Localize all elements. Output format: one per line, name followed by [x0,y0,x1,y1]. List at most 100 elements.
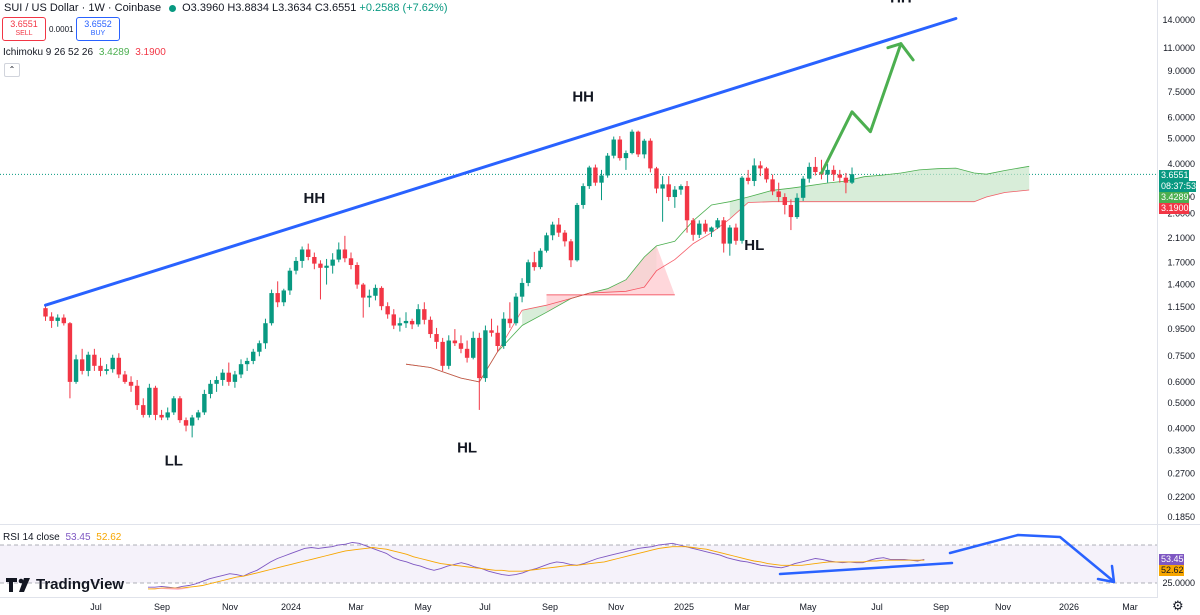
x-tick-label: 2026 [1059,602,1079,612]
x-tick-label: 2025 [674,602,694,612]
x-tick-label: Sep [542,602,558,612]
y-tick-label: 1.7000 [1167,257,1195,267]
chart-header: SUI / US Dollar · 1W · Coinbase O3.3960 … [0,0,448,16]
settings-gear-icon[interactable]: ⚙ [1172,598,1184,613]
tradingview-logo[interactable]: TradingView [6,576,124,593]
x-tick-label: Nov [222,602,239,612]
structure-label-ll: LL [165,452,183,469]
candle-body [654,168,659,189]
y-tick-label: 0.2700 [1167,469,1195,479]
candle-body [440,341,445,366]
candle-body [550,224,555,236]
projection-arrowhead [886,42,915,62]
candle-body [697,223,702,235]
candle-body [287,270,293,291]
candle-body [189,417,195,426]
candle-body [141,405,146,415]
x-tick-label: Sep [933,602,949,612]
candle-body [837,174,842,178]
ichimoku-value-b: 3.1900 [135,47,166,58]
candle-body [593,167,598,183]
sell-price: 3.6551 [10,19,38,29]
tradingview-logo-icon [6,577,30,592]
candle-body [361,284,366,298]
candle-body [587,167,592,187]
candle-body [165,412,170,418]
candle-body [556,224,561,233]
candle-body [104,369,109,371]
ichimoku-span-b [405,189,1030,383]
candle-body [391,314,396,326]
candle-body [580,186,586,205]
candle-body [49,316,54,321]
candle-body [232,374,238,382]
rsi-ma-tag: 52.62 [1159,565,1184,576]
structure-label-hh: HH [890,0,912,7]
candle-body [397,323,403,326]
candle-body [721,220,726,244]
y-tick-label: 9.0000 [1167,66,1195,76]
y-tick-label: 0.5000 [1167,398,1195,408]
x-tick-label: Jul [479,602,491,612]
buy-price: 3.6552 [84,19,112,29]
candle-body [501,318,506,347]
x-tick-label: May [799,602,817,612]
y-tick-label: 1.1500 [1167,302,1195,312]
candle-body [574,204,580,261]
spread-value: 0.0001 [49,25,74,34]
candle-body [727,227,733,244]
sell-button[interactable]: 3.6551 SELL [2,17,46,41]
trendline [44,16,958,307]
rsi-support-line [778,561,954,576]
candle-body [672,189,678,198]
candle-body [733,227,739,241]
candle-body [690,220,696,235]
candle-body [813,166,818,173]
candle-body [843,177,849,183]
rsi-legend[interactable]: RSI 14 close 53.45 52.62 [3,532,121,543]
candle-body [477,337,482,379]
x-tick-label: Jul [90,602,102,612]
y-tick-label: 2.1000 [1167,233,1195,243]
rsi-tag: 53.45 [1159,554,1184,565]
buy-label: BUY [90,30,106,37]
y-tick-label: 11.0000 [1163,43,1195,53]
structure-label-hl: HL [744,237,764,254]
x-tick-label: Nov [608,602,625,612]
candle-body [116,357,122,375]
candle-body [98,365,103,371]
candle-body [648,140,653,169]
buy-button[interactable]: 3.6552 BUY [76,17,120,41]
candle-body [825,169,830,175]
candle-body [562,232,568,242]
y-tick-label: 0.1850 [1167,512,1195,522]
x-tick-label: Sep [154,602,170,612]
candle-body [281,290,286,303]
ichimoku-cloud-bullish-2 [729,166,1030,219]
candle-body [428,319,433,335]
candle-body [709,227,714,232]
candle-body [684,186,690,221]
candle-body [67,323,73,382]
candle-body [214,379,219,384]
symbol-title[interactable]: SUI / US Dollar · 1W · Coinbase [4,2,162,14]
x-tick-label: May [414,602,432,612]
candle-body [471,337,476,358]
candle-body [519,282,525,297]
senkou-b-tag: 3.1900 [1159,203,1189,214]
candle-body [678,186,684,190]
candle-body [275,293,280,303]
candle-body [379,287,384,307]
y-tick-label: 1.4000 [1167,280,1195,290]
structure-label-hh: HH [304,190,326,207]
y-tick-label: 0.3300 [1167,446,1195,456]
collapse-legend-icon[interactable]: ⌃ [4,63,20,77]
candle-body [629,131,635,154]
candle-body [507,318,513,324]
candle-body [770,179,775,192]
candles-group [43,129,855,438]
candle-body [153,387,158,415]
x-tick-label: Mar [348,602,364,612]
ichimoku-legend[interactable]: Ichimoku 9 26 52 26 3.4289 3.1900 [3,47,166,58]
